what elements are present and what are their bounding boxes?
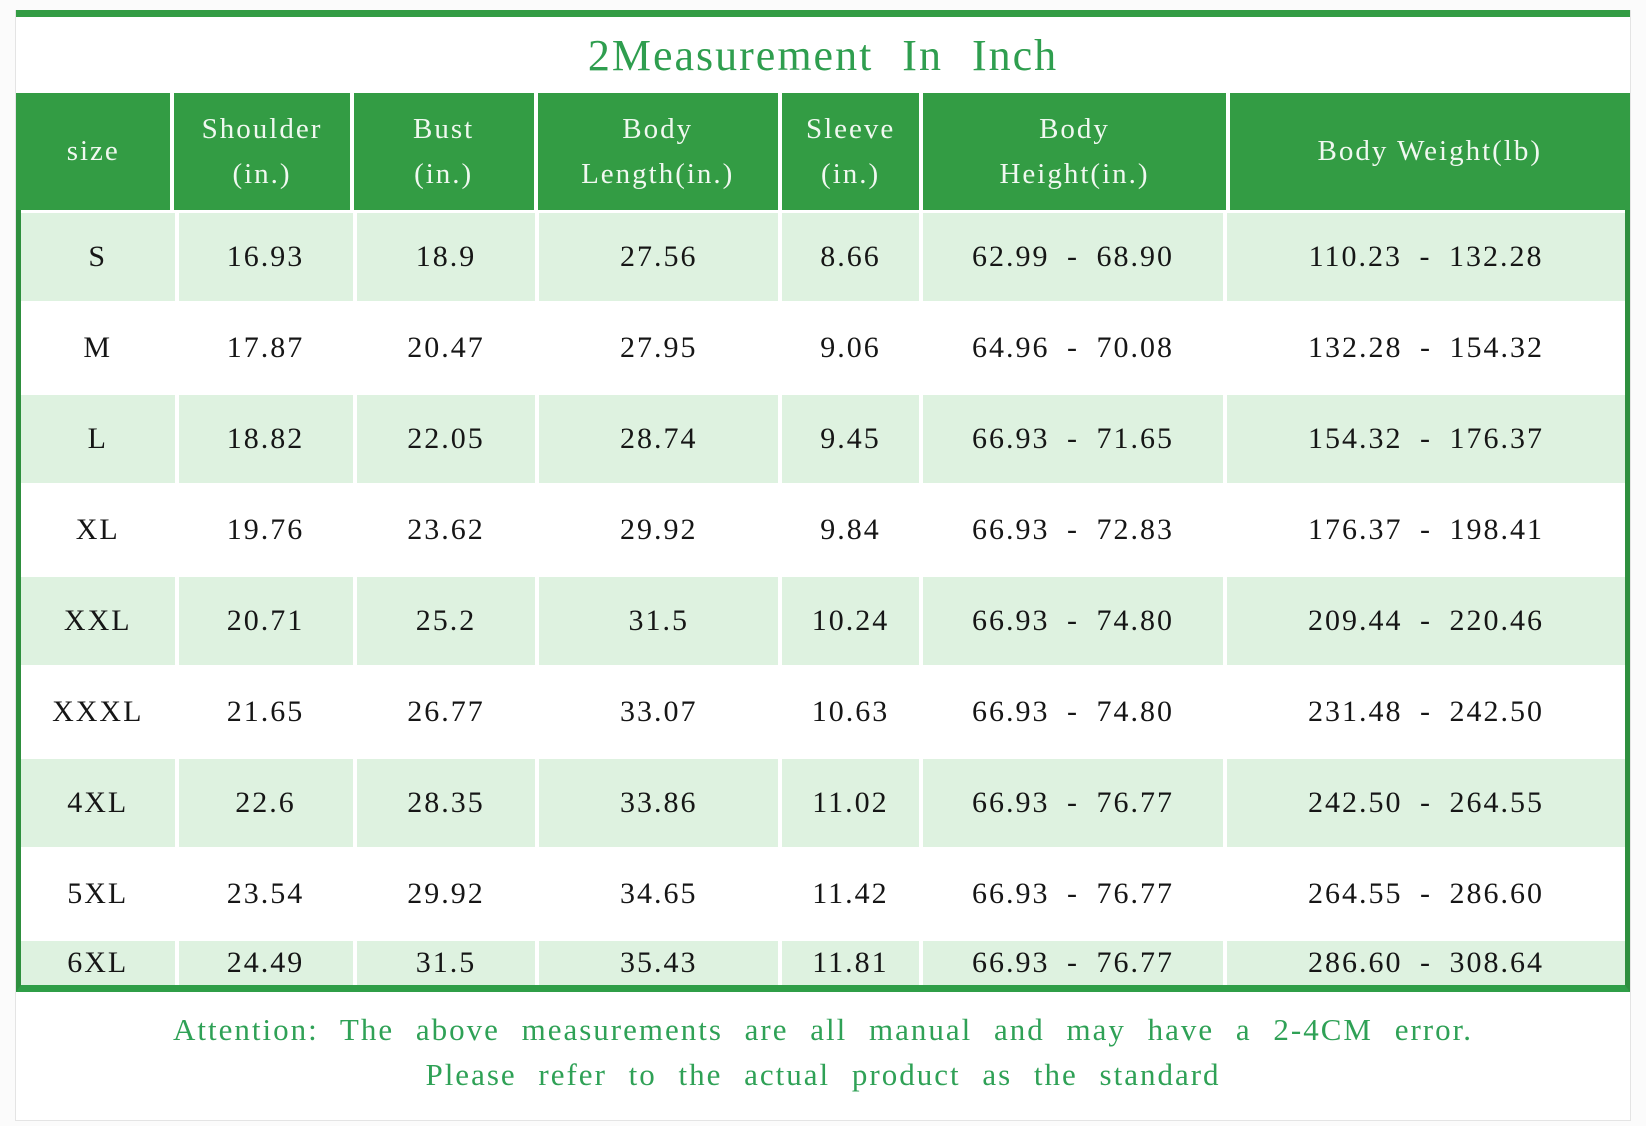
attention-line-2: Please refer to the actual product as th… xyxy=(425,1056,1221,1092)
value-cell: 27.56 xyxy=(539,213,779,301)
value-cell: 33.07 xyxy=(539,668,779,756)
value-cell: 176.37 - 198.41 xyxy=(1227,486,1625,574)
value-cell: 209.44 - 220.46 xyxy=(1227,577,1625,665)
value-cell: 154.32 - 176.37 xyxy=(1227,395,1625,483)
value-cell: 242.50 - 264.55 xyxy=(1227,759,1625,847)
value-cell: 11.02 xyxy=(782,759,919,847)
value-cell: 66.93 - 74.80 xyxy=(922,577,1224,665)
value-cell: 66.93 - 71.65 xyxy=(922,395,1224,483)
value-cell: 62.99 - 68.90 xyxy=(922,213,1224,301)
value-cell: 66.93 - 76.77 xyxy=(922,759,1224,847)
header-cell-3: Body Length(in.) xyxy=(537,93,778,210)
table-body: S 16.93 18.9 27.56 8.66 62.99 - 68.90 110.23 -… xyxy=(16,210,1630,992)
value-cell: 34.65 xyxy=(539,850,779,938)
header-cell-5: Body Height(in.) xyxy=(923,93,1226,210)
value-cell: 23.54 xyxy=(178,850,353,938)
size-cell: L xyxy=(21,395,175,483)
value-cell: 25.2 xyxy=(356,577,536,665)
value-cell: 8.66 xyxy=(782,213,919,301)
top-accent-bar xyxy=(16,10,1630,17)
value-cell: 28.74 xyxy=(539,395,779,483)
value-cell: 9.06 xyxy=(782,304,919,392)
value-cell: 33.86 xyxy=(539,759,779,847)
value-cell: 20.47 xyxy=(356,304,536,392)
value-cell: 264.55 - 286.60 xyxy=(1227,850,1625,938)
attention-note: Attention: The above measurements are al… xyxy=(16,992,1630,1120)
header-cell-0: size xyxy=(16,93,171,210)
chart-title: 2Measurement In Inch xyxy=(587,30,1059,80)
value-cell: 31.5 xyxy=(356,941,536,985)
value-cell: 11.42 xyxy=(782,850,919,938)
value-cell: 18.9 xyxy=(356,213,536,301)
size-cell: XXL xyxy=(21,577,175,665)
table-row-4XL: 4XL 22.6 28.35 33.86 11.02 66.93 - 76.77 242.5… xyxy=(21,759,1625,847)
value-cell: 66.93 - 72.83 xyxy=(922,486,1224,574)
value-cell: 23.62 xyxy=(356,486,536,574)
header-cell-6: Body Weight(lb) xyxy=(1229,93,1630,210)
table-row-XL: XL 19.76 23.62 29.92 9.84 66.93 - 72.83 176.37… xyxy=(21,486,1625,574)
value-cell: 132.28 - 154.32 xyxy=(1227,304,1625,392)
size-cell: S xyxy=(21,213,175,301)
size-cell: XXXL xyxy=(21,668,175,756)
value-cell: 24.49 xyxy=(178,941,353,985)
size-cell: 4XL xyxy=(21,759,175,847)
value-cell: 17.87 xyxy=(178,304,353,392)
value-cell: 231.48 - 242.50 xyxy=(1227,668,1625,756)
header-cell-2: Bust (in.) xyxy=(353,93,534,210)
table-row-S: S 16.93 18.9 27.56 8.66 62.99 - 68.90 110.23 -… xyxy=(21,213,1625,301)
value-cell: 18.82 xyxy=(178,395,353,483)
table-row-6XL: 6XL 24.49 31.5 35.43 11.81 66.93 - 76.77 286.6… xyxy=(21,941,1625,985)
value-cell: 66.93 - 74.80 xyxy=(922,668,1224,756)
value-cell: 21.65 xyxy=(178,668,353,756)
value-cell: 26.77 xyxy=(356,668,536,756)
header-cell-1: Shoulder (in.) xyxy=(174,93,350,210)
value-cell: 19.76 xyxy=(178,486,353,574)
table-header-row: size Shoulder (in.) Bust (in.) Body Length(… xyxy=(16,93,1630,210)
value-cell: 31.5 xyxy=(539,577,779,665)
value-cell: 9.84 xyxy=(782,486,919,574)
value-cell: 11.81 xyxy=(782,941,919,985)
size-cell: XL xyxy=(21,486,175,574)
size-cell: 5XL xyxy=(21,850,175,938)
value-cell: 22.05 xyxy=(356,395,536,483)
value-cell: 110.23 - 132.28 xyxy=(1227,213,1625,301)
table-row-L: L 18.82 22.05 28.74 9.45 66.93 - 71.65 154.32 … xyxy=(21,395,1625,483)
value-cell: 66.93 - 76.77 xyxy=(922,941,1224,985)
value-cell: 64.96 - 70.08 xyxy=(922,304,1224,392)
value-cell: 10.24 xyxy=(782,577,919,665)
size-cell: 6XL xyxy=(21,941,175,985)
value-cell: 16.93 xyxy=(178,213,353,301)
value-cell: 27.95 xyxy=(539,304,779,392)
value-cell: 20.71 xyxy=(178,577,353,665)
size-cell: M xyxy=(21,304,175,392)
value-cell: 28.35 xyxy=(356,759,536,847)
attention-line-1: Attention: The above measurements are al… xyxy=(172,1012,1473,1047)
value-cell: 9.45 xyxy=(782,395,919,483)
value-cell: 10.63 xyxy=(782,668,919,756)
value-cell: 22.6 xyxy=(178,759,353,847)
table-row-M: M 17.87 20.47 27.95 9.06 64.96 - 70.08 132.28 … xyxy=(21,304,1625,392)
value-cell: 29.92 xyxy=(539,486,779,574)
table-row-5XL: 5XL 23.54 29.92 34.65 11.42 66.93 - 76.77 264.… xyxy=(21,850,1625,938)
title-band: 2Measurement In Inch xyxy=(16,17,1630,93)
value-cell: 29.92 xyxy=(356,850,536,938)
value-cell: 35.43 xyxy=(539,941,779,985)
table-row-XXL: XXL 20.71 25.2 31.5 10.24 66.93 - 74.80 209.44… xyxy=(21,577,1625,665)
table-row-XXXL: XXXL 21.65 26.77 33.07 10.63 66.93 - 74.80 231… xyxy=(21,668,1625,756)
size-chart-container: 2Measurement In Inch size Shoulder (in.) B… xyxy=(15,10,1631,1121)
value-cell: 66.93 - 76.77 xyxy=(922,850,1224,938)
value-cell: 286.60 - 308.64 xyxy=(1227,941,1625,985)
header-cell-4: Sleeve (in.) xyxy=(781,93,920,210)
